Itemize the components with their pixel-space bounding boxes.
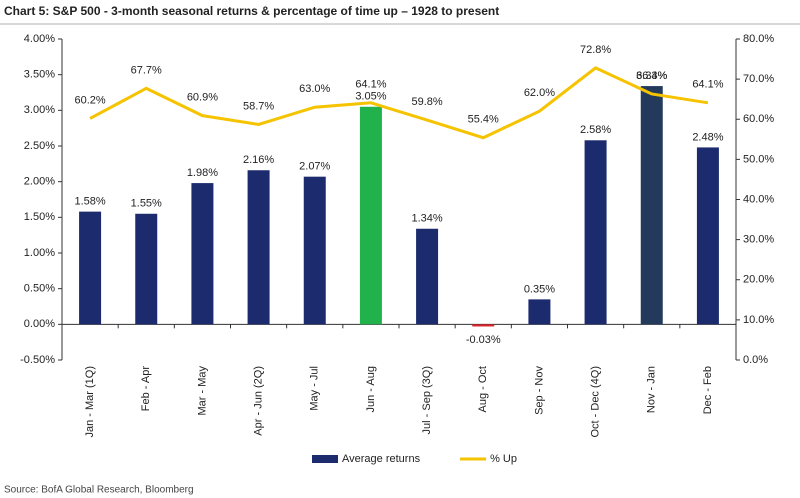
y-tick-label: 4.00% xyxy=(24,33,55,45)
y-tick-label: 2.50% xyxy=(24,140,55,152)
bar xyxy=(640,86,663,325)
source-note: Source: BofA Global Research, Bloomberg xyxy=(4,485,194,496)
line-value-label: 55.4% xyxy=(468,114,499,126)
x-tick-label: Apr - Jun (2Q) xyxy=(252,366,264,436)
y-tick-label: 0.00% xyxy=(24,318,55,330)
x-tick-label: Aug - Oct xyxy=(477,366,489,412)
x-tick-label: Feb - Apr xyxy=(140,366,152,412)
bar xyxy=(359,106,382,325)
y-tick-label: 3.50% xyxy=(24,69,55,81)
line-value-label: 60.9% xyxy=(187,92,218,104)
y-tick-label: 1.50% xyxy=(24,211,55,223)
line-value-label: 64.1% xyxy=(692,79,723,91)
y-tick-label: 3.00% xyxy=(24,104,55,116)
bar-value-label: 3.05% xyxy=(355,91,386,103)
y2-tick-label: 0.0% xyxy=(743,354,768,366)
legend-swatch xyxy=(312,455,338,463)
line-value-label: 66.3% xyxy=(636,70,667,82)
line-value-label: 67.7% xyxy=(131,64,162,76)
line-value-label: 59.8% xyxy=(411,96,442,108)
bar xyxy=(416,228,439,325)
bar-value-label: 2.16% xyxy=(243,154,274,166)
line-series xyxy=(89,66,709,140)
line-value-label: 62.0% xyxy=(524,87,555,99)
y2-tick-label: 30.0% xyxy=(743,234,774,246)
y2-tick-label: 50.0% xyxy=(743,153,774,165)
x-tick-label: Dec - Feb xyxy=(702,366,714,414)
bar xyxy=(247,170,270,325)
bar xyxy=(696,147,719,325)
y-tick-label: -0.50% xyxy=(20,354,55,366)
bar-value-label: 1.55% xyxy=(131,198,162,210)
line-value-label: 64.1% xyxy=(355,79,386,91)
bar xyxy=(528,299,551,325)
x-tick-label: Jun - Aug xyxy=(365,366,377,412)
bar xyxy=(584,140,607,325)
line-value-label: 63.0% xyxy=(299,83,330,95)
line-value-label: 60.2% xyxy=(74,94,105,106)
legend-label: % Up xyxy=(490,453,517,465)
x-tick-label: Oct - Dec (4Q) xyxy=(589,366,601,438)
bar-value-label: 2.48% xyxy=(692,131,723,143)
y-tick-label: 0.50% xyxy=(24,283,55,295)
y2-tick-label: 20.0% xyxy=(743,274,774,286)
bar-value-label: 2.07% xyxy=(299,161,330,173)
bar xyxy=(472,324,495,327)
x-tick-label: Jan - Mar (1Q) xyxy=(84,366,96,438)
bar xyxy=(191,183,214,325)
x-tick-label: Mar - May xyxy=(196,366,208,416)
bar xyxy=(135,213,158,325)
x-tick-label: Jul - Sep (3Q) xyxy=(421,366,433,434)
y-tick-label: 1.00% xyxy=(24,247,55,259)
chart-title: Chart 5: S&P 500 - 3-month seasonal retu… xyxy=(4,4,499,18)
bar-value-label: 0.35% xyxy=(524,283,555,295)
x-tick-label: Sep - Nov xyxy=(533,366,545,415)
y2-tick-label: 10.0% xyxy=(743,314,774,326)
y2-tick-label: 40.0% xyxy=(743,193,774,205)
y-tick-label: 2.00% xyxy=(24,176,55,188)
x-tick-label: May - Jul xyxy=(309,366,321,411)
y2-tick-label: 60.0% xyxy=(743,113,774,125)
bar-value-label: 1.98% xyxy=(187,167,218,179)
bar-value-label: -0.03% xyxy=(466,334,501,346)
bar-value-label: 1.58% xyxy=(74,196,105,208)
y2-tick-label: 80.0% xyxy=(743,33,774,45)
bar xyxy=(79,211,102,325)
y2-tick-label: 70.0% xyxy=(743,73,774,85)
legend-label: Average returns xyxy=(342,453,421,465)
bar xyxy=(303,176,326,325)
bar-value-label: 3.34% xyxy=(636,70,667,82)
bar-value-label: 2.58% xyxy=(580,124,611,136)
line-value-label: 72.8% xyxy=(580,44,611,56)
line-value-label: 58.7% xyxy=(243,100,274,112)
x-tick-label: Nov - Jan xyxy=(646,366,658,413)
bar-value-label: 1.34% xyxy=(411,213,442,225)
